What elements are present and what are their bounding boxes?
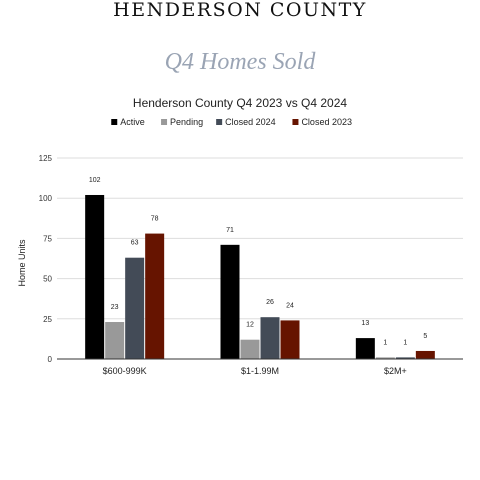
bar-closed-2024 bbox=[395, 357, 415, 359]
legend-label: Pending bbox=[170, 117, 203, 127]
data-label: 26 bbox=[266, 299, 274, 306]
bar-pending bbox=[240, 339, 260, 359]
x-tick-label: $1-1.99M bbox=[241, 366, 279, 376]
y-axis: 0 25 50 75 100 125 bbox=[39, 154, 53, 364]
y-tick-label: 100 bbox=[39, 194, 53, 203]
page-title: HENDERSON COUNTY bbox=[113, 0, 367, 21]
data-label: 102 bbox=[89, 177, 101, 184]
data-label: 12 bbox=[246, 322, 254, 329]
legend-swatch bbox=[111, 119, 118, 125]
bar-closed-2023 bbox=[145, 233, 165, 359]
data-label: 23 bbox=[111, 304, 119, 311]
data-labels: 102 23 63 78 71 12 26 24 13 1 1 5 bbox=[89, 177, 428, 346]
chart-legend: Active Pending Closed 2024 Closed 2023 bbox=[111, 117, 352, 127]
legend-label: Closed 2024 bbox=[225, 117, 276, 127]
y-tick-label: 75 bbox=[43, 234, 52, 243]
legend-swatch bbox=[216, 119, 223, 125]
bar-pending bbox=[375, 357, 395, 359]
data-label: 78 bbox=[151, 216, 159, 223]
legend-label: Active bbox=[120, 117, 145, 127]
data-label: 71 bbox=[226, 227, 234, 234]
bar-active bbox=[220, 244, 240, 359]
bar-closed-2024 bbox=[125, 257, 145, 359]
y-tick-label: 125 bbox=[39, 154, 53, 163]
page-subtitle: Q4 Homes Sold bbox=[164, 49, 316, 75]
y-tick-label: 0 bbox=[48, 355, 53, 364]
bar-active bbox=[355, 338, 375, 359]
legend-swatch bbox=[161, 119, 168, 125]
y-tick-label: 50 bbox=[43, 275, 52, 284]
y-tick-label: 25 bbox=[43, 315, 52, 324]
bars-group bbox=[85, 194, 435, 359]
legend-swatch bbox=[292, 119, 299, 125]
data-label: 13 bbox=[361, 320, 369, 327]
bar-closed-2024 bbox=[260, 317, 280, 359]
bar-pending bbox=[105, 322, 125, 359]
legend-label: Closed 2023 bbox=[301, 117, 352, 127]
bar-closed-2023 bbox=[415, 350, 435, 359]
data-label: 1 bbox=[383, 339, 387, 346]
bar-active bbox=[85, 194, 105, 359]
data-label: 63 bbox=[131, 240, 139, 247]
y-axis-label: Home Units bbox=[17, 239, 27, 287]
data-label: 5 bbox=[423, 333, 427, 340]
data-label: 1 bbox=[403, 339, 407, 346]
x-tick-label: $600-999K bbox=[103, 366, 147, 376]
chart-title: Henderson County Q4 2023 vs Q4 2024 bbox=[133, 96, 347, 110]
x-axis: $600-999K $1-1.99M $2M+ bbox=[57, 358, 463, 376]
x-tick-label: $2M+ bbox=[384, 366, 407, 376]
data-label: 24 bbox=[286, 302, 294, 309]
bar-closed-2023 bbox=[280, 320, 300, 359]
